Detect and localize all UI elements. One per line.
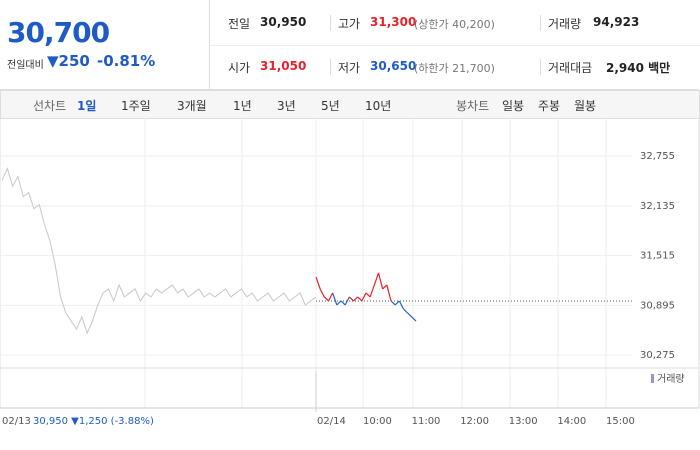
y-tick-label: 31,515 [640,251,675,262]
today-segment [323,296,329,302]
stat-value: 2,940 백만 [606,61,671,75]
x-tick-label: 15:00 [606,416,635,427]
stat-label: 거래대금 [548,61,593,75]
price: 30,700 [7,16,110,49]
stat-value: 30,950 [260,15,307,29]
stat-label: 시가 [228,61,251,75]
candle-tab[interactable]: 일봉 [502,99,525,113]
toolbar [0,90,700,119]
today-segment [353,296,359,302]
divider [209,0,210,89]
divider [330,59,331,75]
stat-value: 30,650 [370,59,417,73]
period-tab[interactable]: 3개월 [177,99,207,113]
today-segment [377,272,384,290]
x-tick-label: 02/14 [317,416,346,427]
today-segment [386,284,392,302]
period-tab[interactable]: 1주일 [121,99,151,113]
candle-chart-label: 봉차트 [456,99,490,113]
today-segment [319,288,325,298]
y-tick-label: 32,755 [640,151,675,162]
x-tick-label: 02/13 [2,416,31,427]
y-tick-label: 30,895 [640,300,675,311]
today-segment [327,292,334,302]
divider [540,15,541,31]
today-segment [382,284,388,290]
x-tick-label: 12:00 [460,416,489,427]
today-segment [411,316,417,322]
period-tab[interactable]: 10년 [365,99,392,113]
today-segment [336,300,342,306]
stat-label: 고가 [338,17,361,31]
today-segment [394,300,400,306]
today-segment [348,296,354,302]
stat-note: (하한가 21,700) [414,62,495,75]
change-label: 전일대비 [7,60,44,71]
divider [210,45,700,46]
stat-label: 거래량 [548,17,582,31]
change-rate: -0.81% [97,52,156,70]
x-tick-label: 14:00 [557,416,586,427]
x-tick-label: 11:00 [412,416,441,427]
divider [330,15,331,31]
today-segment [340,300,346,306]
today-segment [373,272,380,286]
x-tick-label: 10:00 [363,416,392,427]
candle-tab[interactable]: 주봉 [538,99,561,113]
today-segment [332,292,338,306]
header [0,0,699,90]
change: ▼250 [47,52,90,70]
today-segment [315,276,321,290]
stat-value: 94,923 [593,15,640,29]
x-tick-label: 13:00 [509,416,538,427]
today-segment [344,296,350,306]
period-tab[interactable]: 5년 [321,99,340,113]
divider [540,59,541,75]
volume-legend-swatch [651,374,654,383]
stat-label: 전일 [228,17,251,31]
today-segment [390,300,396,306]
stat-value: 31,050 [260,59,307,73]
today-segment [407,312,413,318]
line-chart-label: 선차트 [33,99,67,113]
period-tab[interactable]: 1년 [233,99,252,113]
stat-value: 31,300 [370,15,417,29]
candle-tab[interactable]: 월봉 [574,99,597,113]
today-segment [369,284,375,298]
today-segment [357,296,363,302]
today-segment [403,308,409,314]
y-tick-label: 32,135 [640,201,675,212]
chart: 32,755 32,135 31,515 30,895 30,275 거래량 02/13 30… [0,118,700,427]
prev-day-line [1,167,317,335]
volume-label: 거래량 [657,373,685,385]
today-segment [398,300,405,310]
y-tick-label: 30,275 [640,350,675,361]
period-tab[interactable]: 1일 [77,99,97,113]
stat-label: 저가 [338,61,361,75]
stat-note: (상한가 40,200) [414,18,495,31]
period-tab[interactable]: 3년 [277,99,296,113]
today-segment [361,292,367,302]
today-segment [365,292,371,298]
plot-frame [0,118,700,409]
prev-summary: 30,950 ▼1,250 (-3.88%) [33,416,154,427]
